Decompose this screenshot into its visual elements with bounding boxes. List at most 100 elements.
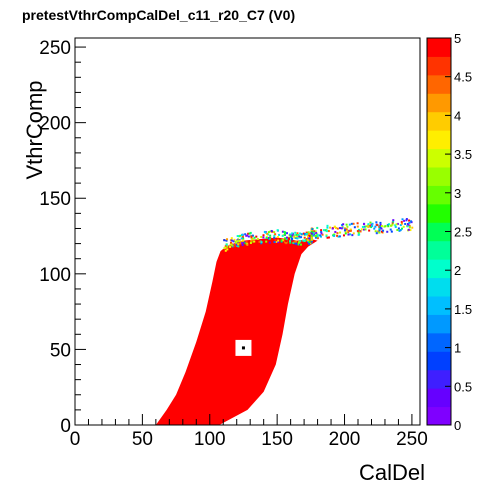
heatmap-cell <box>397 227 400 230</box>
y-tick-label: 100 <box>39 265 71 286</box>
heatmap-cell <box>256 237 259 240</box>
heatmap-cell <box>320 230 323 233</box>
heatmap-cell <box>246 242 249 245</box>
heatmap-cell <box>304 232 307 235</box>
heatmap-cell <box>302 239 305 242</box>
heatmap-cell <box>269 234 272 237</box>
heatmap-cell <box>232 240 235 243</box>
heatmap-cell <box>300 236 303 239</box>
heatmap-cell <box>398 229 401 232</box>
heatmap-cell <box>289 241 292 244</box>
heatmap-cell <box>295 243 298 246</box>
heatmap-cell <box>336 227 339 230</box>
heatmap-cell <box>391 223 394 226</box>
y-tick-label: 0 <box>60 416 71 437</box>
heatmap-cell <box>348 223 351 226</box>
heatmap-cell <box>263 230 266 233</box>
heatmap-cell <box>336 234 339 237</box>
heatmap-cell <box>394 225 397 228</box>
heatmap-cell <box>375 221 378 224</box>
heatmap-cell <box>342 223 345 226</box>
heatmap-cell <box>275 240 278 243</box>
heatmap-cell <box>360 228 363 231</box>
heatmap-cell <box>376 223 379 226</box>
heatmap-cell <box>273 234 276 237</box>
heatmap-cell <box>306 238 309 241</box>
heatmap-cell <box>374 230 377 233</box>
heatmap-cell <box>399 229 402 232</box>
heatmap-cell <box>359 230 362 233</box>
heatmap-cell <box>392 220 395 223</box>
y-axis-label: VthrComp <box>22 80 47 179</box>
heatmap-cell <box>320 235 323 238</box>
heatmap-cell <box>285 238 288 241</box>
heatmap-cell <box>389 228 392 231</box>
colorbar-swatch <box>427 74 451 94</box>
heatmap-cell <box>344 228 347 231</box>
heatmap-cell <box>299 240 302 243</box>
colorbar-swatch <box>427 388 451 408</box>
heatmap-cell <box>406 225 409 228</box>
heatmap-cell <box>285 232 288 235</box>
colorbar-swatch <box>427 111 451 131</box>
heatmap-cell <box>287 237 290 240</box>
x-tick-label: 100 <box>194 429 226 450</box>
heatmap-cell <box>368 224 371 227</box>
y-tick-label: 50 <box>50 340 71 361</box>
heatmap-cell <box>367 226 370 229</box>
heatmap-cell <box>333 225 336 228</box>
heatmap-cell <box>325 230 328 233</box>
colorbar-tick-label: 5 <box>454 31 461 46</box>
heatmap-cell <box>387 225 390 228</box>
colorbar-swatch <box>427 314 451 334</box>
heatmap-cell <box>293 235 296 238</box>
heatmap-cell <box>396 222 399 225</box>
heatmap-cell <box>284 237 287 240</box>
heatmap-cell <box>379 223 382 226</box>
heatmap-cell <box>320 232 323 235</box>
heatmap-cell <box>341 224 344 227</box>
heatmap-cell <box>298 236 301 239</box>
heatmap-cell <box>371 224 374 227</box>
heatmap-cell <box>237 235 240 238</box>
heatmap-cell <box>352 232 355 235</box>
heatmap-cell <box>336 232 339 235</box>
heatmap-cell <box>408 226 411 229</box>
heatmap-cell <box>280 240 283 243</box>
colorbar-tick-label: 4.5 <box>454 70 472 85</box>
heatmap-cell <box>281 230 284 233</box>
heatmap-cell <box>267 231 270 234</box>
heatmap-cell <box>320 229 323 232</box>
heatmap-cell <box>379 221 382 224</box>
heatmap-cell <box>308 242 311 245</box>
colorbar-swatch <box>427 240 451 260</box>
colorbar-swatch <box>427 369 451 389</box>
heatmap-cell <box>226 245 229 248</box>
heatmap-cell <box>384 225 387 228</box>
heatmap-cell <box>250 236 253 239</box>
heatmap-cell <box>347 229 350 232</box>
heatmap-cell <box>408 221 411 224</box>
heatmap-cell <box>296 235 299 238</box>
heatmap-cell <box>245 241 248 244</box>
heatmap-cell <box>289 240 292 243</box>
heatmap-cell <box>247 235 250 238</box>
heatmap-cell <box>294 236 297 239</box>
heatmap-cell <box>233 238 236 241</box>
heatmap-cell <box>364 228 367 231</box>
heatmap-cell <box>362 223 365 226</box>
heatmap-cell <box>306 235 309 238</box>
heatmap-cell <box>362 228 365 231</box>
heatmap-cell <box>314 236 317 239</box>
heatmap-cell <box>386 223 389 226</box>
heatmap-cell <box>283 230 286 233</box>
heatmap-cell <box>231 244 234 247</box>
heatmap-cell <box>405 218 408 221</box>
heatmap-cell <box>307 231 310 234</box>
heatmap-cell <box>380 230 383 233</box>
heatmap-cell <box>314 235 317 238</box>
heatmap-cell <box>248 232 251 235</box>
heatmap-cell <box>278 233 281 236</box>
heatmap-cell <box>357 228 360 231</box>
heatmap-cell <box>237 245 240 248</box>
